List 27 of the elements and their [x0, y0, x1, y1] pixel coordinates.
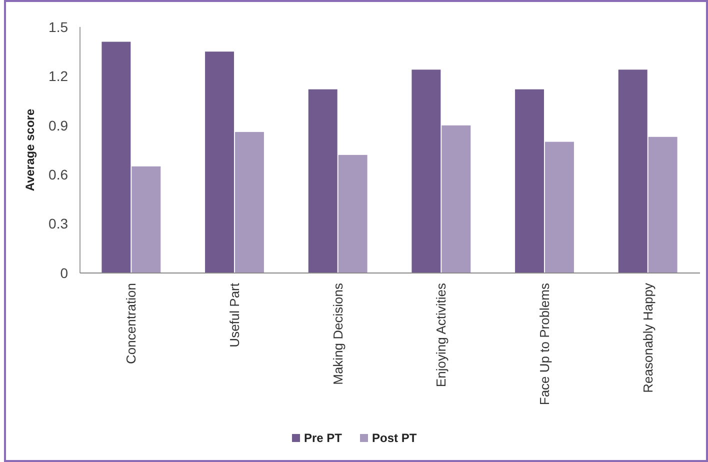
y-axis-title: Average score	[23, 108, 37, 192]
bar	[442, 125, 471, 273]
bar	[545, 142, 574, 273]
bar	[648, 136, 678, 273]
bar	[132, 166, 161, 273]
x-tick-label: Useful Part	[227, 282, 242, 348]
legend-label: Pre PT	[304, 431, 343, 446]
x-tick-label: Making Decisions	[330, 282, 346, 385]
legend-label: Post PT	[372, 431, 418, 446]
y-tick-label: 1.2	[48, 68, 68, 84]
bar	[515, 89, 544, 273]
x-tick-label: Enjoying Activities	[434, 282, 449, 388]
x-tick-label: Face Up to Problems	[537, 282, 552, 406]
bar	[308, 89, 338, 273]
bar	[618, 70, 648, 273]
bar	[205, 52, 234, 273]
bar	[412, 70, 441, 273]
y-tick-label: 0.9	[48, 117, 68, 134]
bar	[235, 132, 264, 273]
x-tick-label: Concentration	[124, 283, 139, 364]
y-tick-label: 1.5	[48, 18, 68, 35]
y-tick-label: 0	[60, 264, 68, 281]
y-tick-label: 0.6	[48, 166, 68, 182]
x-tick-label: Reasonably Happy	[640, 282, 656, 393]
bar	[102, 42, 131, 273]
y-tick-label: 0.3	[48, 216, 68, 232]
bar	[338, 154, 368, 273]
